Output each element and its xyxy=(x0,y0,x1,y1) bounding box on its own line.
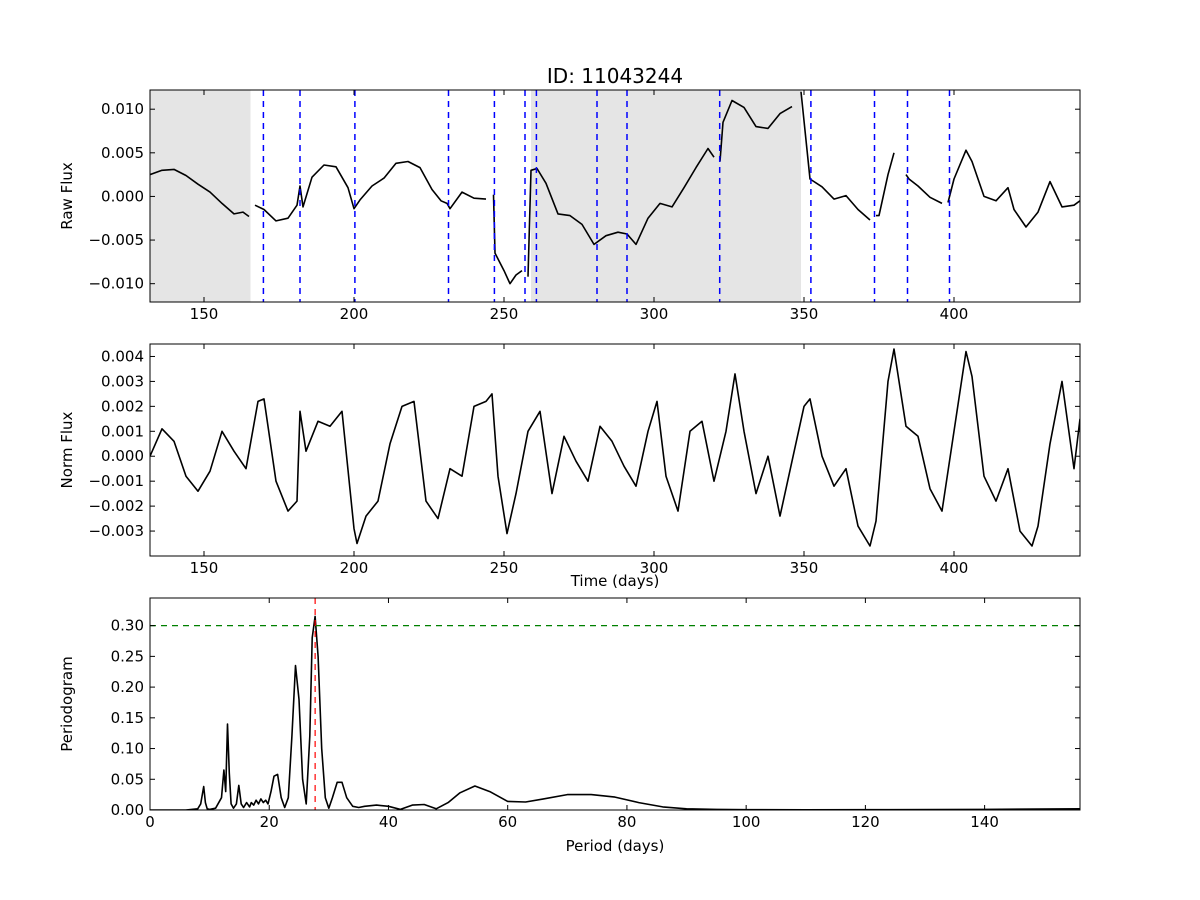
x-tick-label: 0 xyxy=(145,813,155,831)
y-tick-label: 0.000 xyxy=(101,187,144,205)
norm-flux-panel: 150 200 250 300 350 400 −0.003 −0.002 −0.001 0.00… xyxy=(58,343,1081,590)
y-tick-label: 0.005 xyxy=(101,144,144,162)
x-tick-label: 200 xyxy=(340,305,369,323)
y-tick-label: 0.010 xyxy=(101,100,144,118)
x-tick-label: 400 xyxy=(940,559,969,577)
y-tick-label: 0.20 xyxy=(111,678,144,696)
x-tick-label: 300 xyxy=(640,305,669,323)
figure-title: ID: 11043244 xyxy=(547,64,683,88)
axes-frame xyxy=(149,597,1081,811)
x-tick-label: 80 xyxy=(617,813,636,831)
y-axis-label: Norm Flux xyxy=(58,411,76,488)
y-tick-label: 0.25 xyxy=(111,647,144,665)
x-tick-label: 350 xyxy=(790,305,819,323)
series-line xyxy=(150,91,1080,285)
shaded-gap-region xyxy=(531,90,801,302)
y-tick-label: −0.010 xyxy=(88,275,144,293)
y-tick-label: 0.00 xyxy=(111,801,144,819)
x-tick-label: 60 xyxy=(498,813,517,831)
x-tick-label: 150 xyxy=(190,305,219,323)
y-tick-label: 0.000 xyxy=(101,447,144,465)
raw-flux-panel: 150 200 250 300 350 400 −0.010 −0.005 0.000 0.005… xyxy=(58,89,1081,323)
y-tick-label: 0.004 xyxy=(101,347,144,365)
x-tick-label: 120 xyxy=(851,813,880,831)
x-tick-label: 140 xyxy=(970,813,999,831)
y-tick-label: 0.002 xyxy=(101,397,144,415)
x-tick-label: 100 xyxy=(732,813,761,831)
y-tick-label: 0.10 xyxy=(111,740,144,758)
axes-frame xyxy=(149,343,1081,557)
shaded-gap-region xyxy=(150,90,251,302)
x-tick-label: 400 xyxy=(940,305,969,323)
x-tick-label: 250 xyxy=(490,305,519,323)
y-tick-label: 0.001 xyxy=(101,422,144,440)
x-tick-label: 20 xyxy=(260,813,279,831)
y-tick-label: 0.003 xyxy=(101,372,144,390)
y-tick-label: 0.05 xyxy=(111,770,144,788)
x-tick-label: 300 xyxy=(640,559,669,577)
x-tick-label: 200 xyxy=(340,559,369,577)
periodogram-panel: 0 20 40 60 80 100 120 140 0.00 0.05 0.10 0.15 0.20 0.… xyxy=(58,597,1081,855)
y-axis-label: Raw Flux xyxy=(58,162,76,230)
x-axis-label: Period (days) xyxy=(566,837,665,855)
y-tick-label: −0.005 xyxy=(88,231,144,249)
y-tick-label: −0.001 xyxy=(88,472,144,490)
x-axis-label: Time (days) xyxy=(570,572,660,590)
y-tick-label: 0.15 xyxy=(111,709,144,727)
x-tick-label: 40 xyxy=(379,813,398,831)
y-axis-label: Periodogram xyxy=(58,656,76,751)
y-tick-label: −0.002 xyxy=(88,497,144,515)
x-tick-label: 250 xyxy=(490,559,519,577)
x-tick-label: 150 xyxy=(190,559,219,577)
x-tick-label: 350 xyxy=(790,559,819,577)
series-line xyxy=(150,348,1080,547)
y-tick-label: −0.003 xyxy=(88,522,144,540)
series-line xyxy=(150,615,1080,810)
y-tick-label: 0.30 xyxy=(111,617,144,635)
